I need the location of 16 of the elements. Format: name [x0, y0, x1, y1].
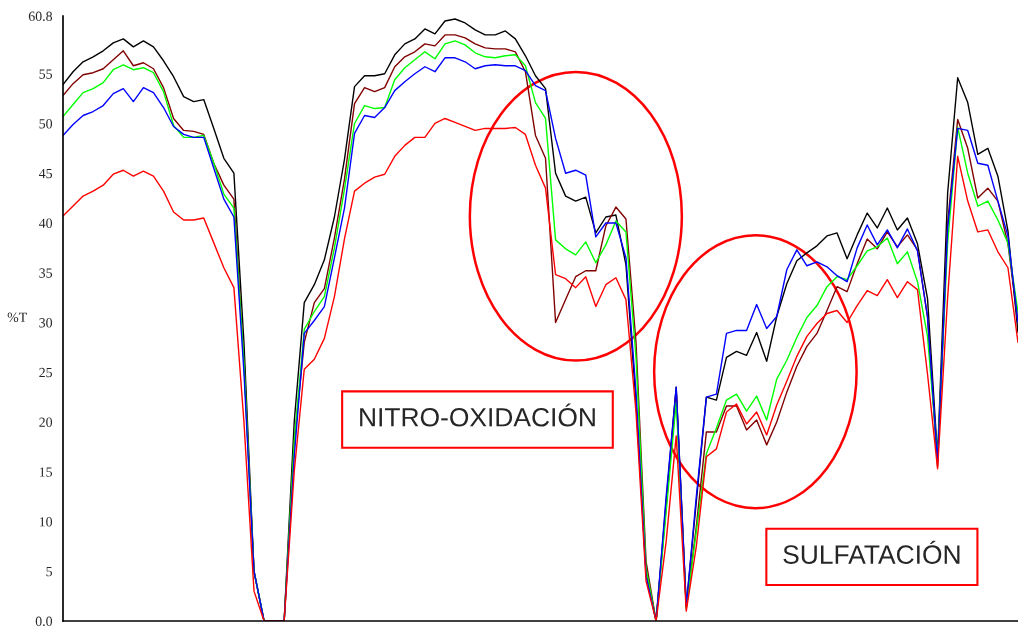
y-tick-label: 10 [39, 517, 53, 527]
y-tick-label: 55 [39, 69, 53, 79]
y-tick-label: 15 [39, 467, 53, 477]
y-tick-label: 60.8 [28, 11, 53, 22]
y-tick-label: 0.0 [35, 616, 53, 627]
y-tick-label: 5 [46, 566, 53, 577]
y-tick-label: 50 [39, 119, 53, 129]
y-tick-label: 45 [38, 168, 53, 179]
annotation: NITRO-OXIDACIÓN [360, 403, 595, 427]
y-tick-label: 30 [39, 318, 53, 328]
y-tick-label: 40 [38, 218, 53, 228]
y-tick-label: 20 [39, 417, 53, 427]
y-tick-label: 35 [39, 268, 53, 278]
y-tick-label: 25 [39, 367, 53, 378]
annotation: SULFATACIÓN [783, 540, 960, 564]
y-axis-title: %T [7, 312, 27, 323]
